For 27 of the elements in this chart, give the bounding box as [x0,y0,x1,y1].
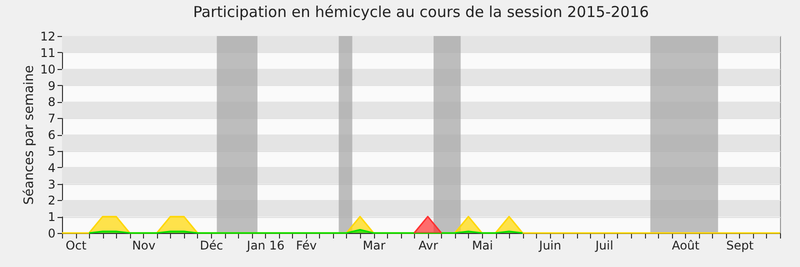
y-tick-label: 3 [48,177,56,192]
x-tick-label: Jan 16 [246,238,285,252]
y-tick-label: 5 [48,144,56,158]
x-tick-label: Juil [594,238,614,252]
x-tick-label: Août [672,238,700,252]
y-tick-label: 4 [48,160,56,175]
x-tick-label: Mar [362,238,386,252]
x-tick-label: Nov [132,238,156,252]
y-tick-label: 2 [48,194,56,208]
x-tick-label: Sept [726,238,754,252]
x-tick-label: Oct [66,238,87,252]
y-tick-label: 0 [48,226,56,240]
y-axis-title: Séances par semaine [22,65,38,205]
y-tick-label: 9 [48,78,56,93]
y-tick-label: 12 [40,30,56,44]
y-tick-label: 7 [48,112,56,126]
y-tick-label: 10 [40,62,56,76]
x-tick-label: Juin [538,238,562,252]
y-tick-label: 11 [40,46,56,60]
y-tick-label: 1 [48,210,56,224]
x-tick-label: Mai [472,238,493,252]
x-tick-label: Avr [418,238,438,252]
chart-title: Participation en hémicycle au cours de la session 2015-2016 [193,3,649,21]
x-tick-label: Déc [200,238,224,252]
y-tick-label: 8 [48,95,56,110]
x-tick-label: Fév [296,238,317,252]
y-tick-label: 6 [48,128,56,142]
